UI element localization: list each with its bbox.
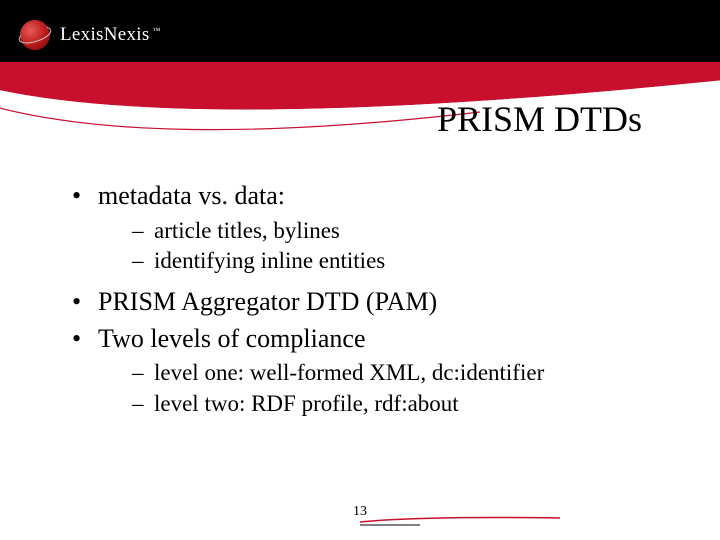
sub-bullet-text: level one: well-formed XML, dc:identifie… <box>154 360 544 385</box>
sub-bullet-text: identifying inline entities <box>154 248 385 273</box>
sub-bullet-item: article titles, bylines <box>98 217 670 246</box>
sub-bullet-item: level one: well-formed XML, dc:identifie… <box>98 359 670 388</box>
bullet-item: PRISM Aggregator DTD (PAM) <box>70 286 670 319</box>
footer-accent <box>360 516 560 526</box>
trademark-symbol: ™ <box>153 26 161 35</box>
sub-bullet-item: identifying inline entities <box>98 247 670 276</box>
bullet-item: Two levels of compliance level one: well… <box>70 323 670 419</box>
bullet-text: Two levels of compliance <box>98 324 365 353</box>
brand-name: LexisNexis ™ <box>60 24 161 46</box>
sub-bullet-item: level two: RDF profile, rdf:about <box>98 390 670 419</box>
bullet-text: metadata vs. data: <box>98 181 285 210</box>
accent-strip <box>0 72 720 82</box>
brand-name-text: LexisNexis <box>60 24 150 46</box>
sub-bullet-text: article titles, bylines <box>154 218 340 243</box>
slide-content: metadata vs. data: article titles, bylin… <box>70 180 670 429</box>
page-number: 13 <box>353 504 367 520</box>
header-bar: LexisNexis ™ <box>0 0 720 72</box>
bullet-text: PRISM Aggregator DTD (PAM) <box>98 287 437 316</box>
brand-logo: LexisNexis ™ <box>18 18 161 52</box>
logo-sphere-icon <box>18 18 52 52</box>
bullet-item: metadata vs. data: article titles, bylin… <box>70 180 670 276</box>
slide-title: PRISM DTDs <box>437 98 642 140</box>
sub-bullet-text: level two: RDF profile, rdf:about <box>154 391 459 416</box>
